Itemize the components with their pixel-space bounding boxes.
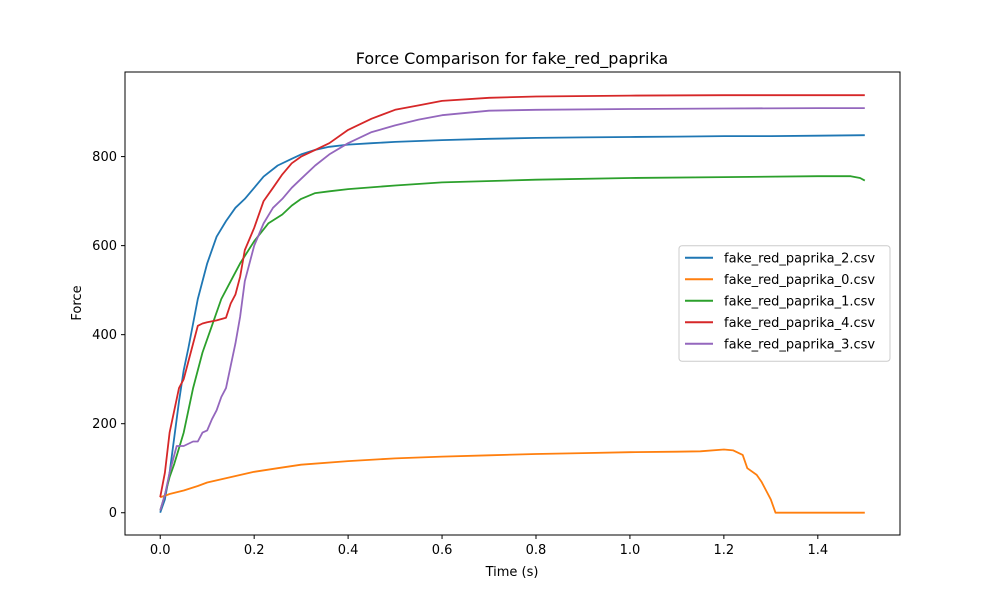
chart-title: Force Comparison for fake_red_paprika bbox=[356, 49, 668, 69]
legend: fake_red_paprika_2.csv fake_red_paprika_0… bbox=[678, 245, 891, 362]
legend-label-4: fake_red_paprika_3.csv bbox=[724, 337, 875, 352]
x-tick-label: 0.0 bbox=[150, 543, 171, 558]
y-tick-label: 400 bbox=[92, 328, 117, 343]
x-tick-label: 0.2 bbox=[244, 543, 265, 558]
y-tick-label: 800 bbox=[92, 150, 117, 165]
y-axis-label: Force bbox=[70, 285, 85, 320]
legend-label-0: fake_red_paprika_2.csv bbox=[724, 251, 875, 266]
series-line-1 bbox=[159, 448, 865, 514]
x-tick-label: 1.2 bbox=[714, 543, 735, 558]
x-tick-label: 0.4 bbox=[338, 543, 359, 558]
axes: 0.0 0.2 0.4 0.6 0.8 1.0 1.2 1.4 0 200 400 600 800 bbox=[92, 71, 901, 558]
series-line-4 bbox=[159, 107, 865, 511]
y-tick-label: 600 bbox=[92, 239, 117, 254]
series-line-2 bbox=[159, 175, 866, 511]
x-tick-label: 0.6 bbox=[432, 543, 453, 558]
x-tick-label: 1.0 bbox=[620, 543, 641, 558]
legend-label-3: fake_red_paprika_4.csv bbox=[724, 316, 875, 331]
legend-label-2: fake_red_paprika_1.csv bbox=[724, 294, 875, 309]
y-tick-label: 200 bbox=[92, 417, 117, 432]
series-line-3 bbox=[159, 94, 865, 498]
legend-box bbox=[678, 245, 891, 362]
plot-area bbox=[159, 94, 866, 514]
legend-label-1: fake_red_paprika_0.csv bbox=[724, 273, 875, 288]
x-tick-label: 0.8 bbox=[526, 543, 547, 558]
series-line-0 bbox=[159, 134, 865, 513]
x-axis-label: Time (s) bbox=[485, 565, 539, 580]
y-tick-label: 0 bbox=[109, 506, 117, 521]
x-tick-label: 1.4 bbox=[807, 543, 828, 558]
axes-frame bbox=[124, 71, 901, 536]
